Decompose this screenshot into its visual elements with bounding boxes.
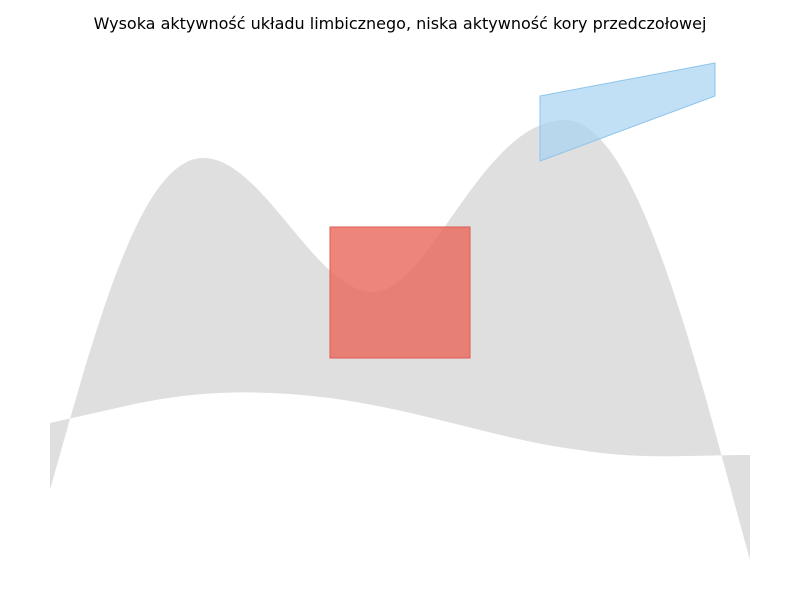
diagram-title: Wysoka aktywność układu limbicznego, nis… xyxy=(93,14,707,33)
limbic-region xyxy=(329,226,471,359)
prefrontal-region xyxy=(539,62,716,162)
